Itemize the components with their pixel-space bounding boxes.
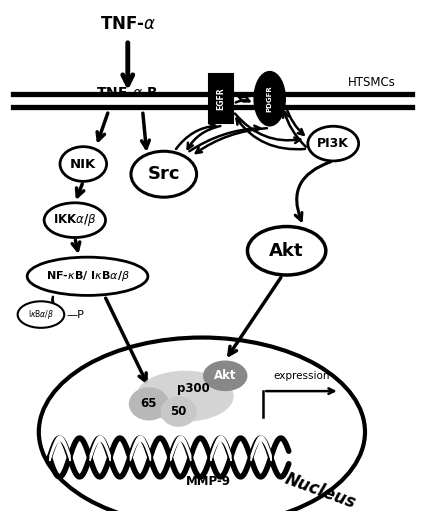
Ellipse shape (44, 203, 105, 237)
Ellipse shape (308, 126, 359, 161)
Text: TNF-$\alpha$: TNF-$\alpha$ (100, 14, 156, 33)
Ellipse shape (60, 147, 107, 181)
Text: Src: Src (147, 165, 180, 183)
Ellipse shape (18, 301, 64, 328)
Ellipse shape (136, 371, 234, 422)
Text: Nucleus: Nucleus (283, 469, 359, 512)
Ellipse shape (247, 226, 326, 275)
Text: 50: 50 (170, 405, 187, 418)
Text: MMP-9: MMP-9 (186, 475, 231, 488)
Ellipse shape (255, 72, 285, 126)
Text: IKK$\alpha$/$\beta$: IKK$\alpha$/$\beta$ (53, 212, 97, 228)
Text: p300: p300 (177, 382, 210, 395)
Ellipse shape (161, 396, 197, 427)
Text: PDGFR: PDGFR (267, 85, 273, 112)
Ellipse shape (27, 257, 148, 295)
Text: —P: —P (66, 310, 84, 320)
Text: EGFR: EGFR (216, 87, 226, 110)
Text: Akt: Akt (214, 369, 236, 382)
Text: HTSMCs: HTSMCs (348, 76, 396, 89)
Ellipse shape (203, 360, 247, 391)
Text: expression: expression (273, 371, 330, 381)
Ellipse shape (131, 151, 197, 197)
Text: Akt: Akt (269, 242, 304, 260)
Text: 65: 65 (141, 398, 157, 410)
Text: I$\kappa$B$\alpha$/$\beta$: I$\kappa$B$\alpha$/$\beta$ (28, 308, 54, 321)
Text: NIK: NIK (70, 158, 96, 171)
Ellipse shape (39, 338, 365, 517)
Ellipse shape (129, 387, 169, 420)
Text: PI3K: PI3K (317, 137, 349, 150)
Text: TNF-$\alpha$ R: TNF-$\alpha$ R (96, 85, 159, 100)
Text: NF-$\kappa$B/ I$\kappa$B$\alpha$/$\beta$: NF-$\kappa$B/ I$\kappa$B$\alpha$/$\beta$ (45, 269, 130, 283)
FancyBboxPatch shape (209, 74, 233, 123)
